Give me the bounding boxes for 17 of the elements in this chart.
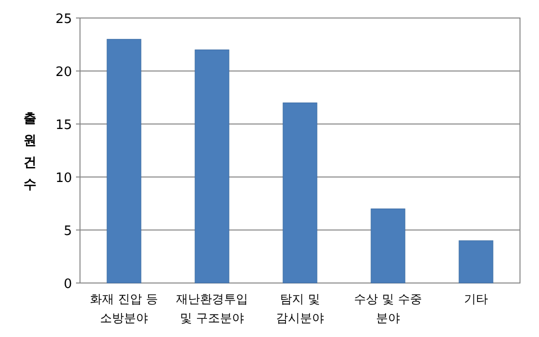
y-tick-label: 20 (55, 65, 72, 80)
bar (458, 240, 494, 284)
y-tick-label: 5 (64, 224, 72, 239)
y-tick-label: 0 (64, 277, 72, 292)
x-tick-label: 수상 및 수중 분야 (354, 292, 422, 325)
x-tick-label: 재난환경투입 및 구조분야 (176, 292, 248, 325)
bar (370, 208, 406, 284)
x-tick-label: 화재 진압 등 소방분야 (90, 292, 158, 325)
bar (106, 38, 142, 284)
y-tick-label: 25 (55, 12, 72, 27)
x-tick-label: 기타 (464, 292, 488, 306)
bar (194, 50, 230, 284)
y-axis-title: 출원건수 (24, 112, 36, 192)
y-tick-label: 10 (55, 171, 72, 186)
bar (282, 102, 318, 284)
x-tick-label: 탐지 및 감시분야 (276, 292, 324, 325)
y-tick-label: 15 (55, 118, 72, 133)
